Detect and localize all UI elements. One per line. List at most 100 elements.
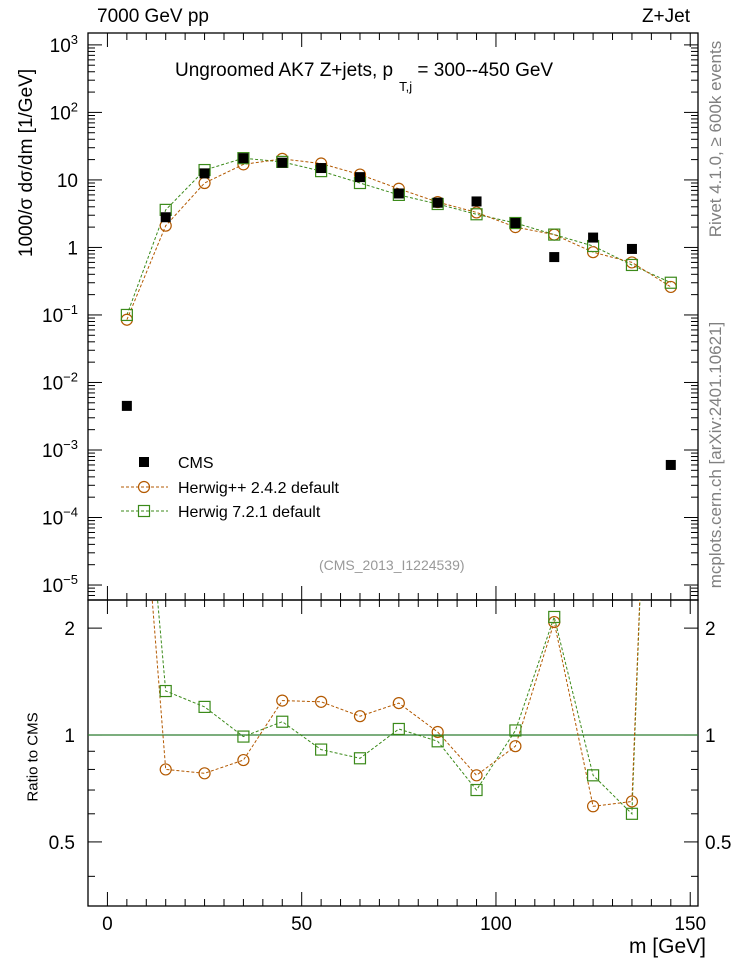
legend-herwigpp-marker <box>137 480 151 494</box>
legend-cms-marker <box>139 457 149 467</box>
ratio-ticks: 0 50 100 150 0.5 0.5 1 1 2 2 <box>49 600 731 935</box>
herwig7-ratio-point <box>353 752 367 765</box>
herwig7-ratio-point <box>470 783 483 797</box>
herwigpp-ratio-point <box>276 694 289 707</box>
y-tick-label: 10 <box>57 171 78 192</box>
main-x-ticks <box>106 33 691 600</box>
ratio-y-axis-label: Ratio to CMS <box>24 712 42 802</box>
analysis-watermark: (CMS_2013_I1224539) <box>319 557 465 573</box>
cms-point <box>316 163 327 174</box>
ratio-plot-frame <box>87 599 699 907</box>
cms-point <box>471 196 482 207</box>
herwig7-point <box>120 308 133 322</box>
herwigpp-ratio-point <box>431 725 444 739</box>
cms-point <box>199 168 210 179</box>
y-tick-label: 10−4 <box>42 505 78 530</box>
legend-label: Herwig 7.2.1 default <box>178 504 321 521</box>
cms-point <box>626 243 637 254</box>
ratio-series-group <box>121 251 641 820</box>
x-axis-label: m [GeV] <box>628 935 706 958</box>
cms-point <box>432 197 443 208</box>
herwigpp-ratio-point <box>509 740 522 753</box>
cms-point <box>160 212 171 223</box>
herwigpp-point <box>625 256 639 269</box>
cms-point <box>238 153 249 164</box>
herwigpp-ratio-line <box>151 600 641 807</box>
y-tick-label: 102 <box>50 99 78 124</box>
x-tick-label: 0 <box>102 914 113 935</box>
herwig7-point <box>470 208 483 221</box>
herwigpp-ratio-point <box>315 695 328 708</box>
herwigpp-point <box>120 313 133 326</box>
ratio-y-tick-label: 1 <box>64 726 75 747</box>
main-title-subscript: T,j <box>399 78 413 94</box>
herwig7-ratio-point <box>159 684 172 698</box>
herwig7-ratio-point <box>625 807 639 820</box>
herwigpp-ratio-point <box>237 753 250 767</box>
herwig7-ratio-point <box>276 715 289 728</box>
main-title: Ungroomed AK7 Z+jets, p T,j = 300--450 Ge… <box>175 60 554 94</box>
herwigpp-ratio-point <box>470 769 483 782</box>
y-tick-label: 1 <box>67 238 78 259</box>
ratio-y-tick-label-right: 1 <box>705 726 716 747</box>
main-title-suffix: = 300--450 GeV <box>417 60 554 81</box>
herwig7-ratio-point <box>548 610 561 624</box>
main-series-group <box>120 152 677 470</box>
legend: CMS Herwig++ 2.4.2 default Herwig 7.2.1 de… <box>121 455 340 521</box>
herwig7-point <box>237 152 250 165</box>
x-tick-label: 150 <box>674 914 706 935</box>
herwig7-point <box>664 276 677 289</box>
herwig7-ratio-point <box>586 769 600 782</box>
herwigpp-point <box>548 228 561 241</box>
header-right: Z+Jet <box>641 6 690 27</box>
herwig7-ratio-point <box>121 251 132 262</box>
herwig7-ratio-point <box>509 724 522 737</box>
y-tick-label: 10−2 <box>42 369 78 394</box>
ratio-y-tick-label-right: 0.5 <box>705 833 731 854</box>
cms-point <box>121 400 132 411</box>
cms-point <box>588 232 599 243</box>
herwigpp-ratio-point <box>121 276 132 287</box>
herwigpp-ratio-point <box>625 795 639 808</box>
y-tick-label: 103 <box>50 32 78 57</box>
herwigpp-point <box>586 246 600 259</box>
x-tick-label: 50 <box>291 914 312 935</box>
cms-point <box>549 252 560 263</box>
cms-point <box>510 218 521 229</box>
y-tick-label: 10−1 <box>42 302 78 327</box>
ratio-y-tick-label-right: 2 <box>705 619 716 640</box>
ratio-y-tick-label: 0.5 <box>49 833 75 854</box>
y-tick-label: 10−3 <box>42 437 78 462</box>
herwig7-point <box>509 216 522 230</box>
rivet-version-label: Rivet 4.1.0, ≥ 600k events <box>706 40 725 238</box>
herwig7-ratio-point <box>198 700 211 713</box>
legend-label: CMS <box>178 455 214 472</box>
cms-point <box>393 188 404 199</box>
mcplots-label: mcplots.cern.ch [arXiv:2401.10621] <box>706 321 725 589</box>
herwigpp-ratio-point <box>353 710 367 723</box>
herwig7-ratio-point <box>392 722 405 736</box>
header-left: 7000 GeV pp <box>97 6 209 27</box>
cms-point <box>277 157 288 168</box>
legend-label: Herwig++ 2.4.2 default <box>178 480 340 497</box>
herwigpp-point <box>664 280 677 294</box>
herwig7-point <box>625 258 639 272</box>
herwigpp-ratio-point <box>392 696 405 710</box>
herwig7-point <box>548 228 561 241</box>
cms-point <box>665 459 676 470</box>
x-tick-label: 100 <box>480 914 512 935</box>
legend-herwig7-marker <box>137 504 151 518</box>
herwig7-ratio-point <box>431 735 444 748</box>
main-title-text: Ungroomed AK7 Z+jets, p <box>175 60 394 81</box>
herwig7-ratio-line <box>157 600 641 815</box>
herwigpp-ratio-point <box>159 763 172 776</box>
herwig7-ratio-point <box>315 743 328 756</box>
cms-point <box>354 172 365 183</box>
ratio-y-tick-label: 2 <box>64 619 75 640</box>
herwigpp-point <box>198 176 211 190</box>
herwig7-ratio-point <box>237 730 250 743</box>
herwigpp-ratio-point <box>586 800 600 813</box>
main-y-axis-label: 1000/σ dσ/dm [1/GeV] <box>16 68 37 258</box>
herwig7-line <box>126 157 672 316</box>
